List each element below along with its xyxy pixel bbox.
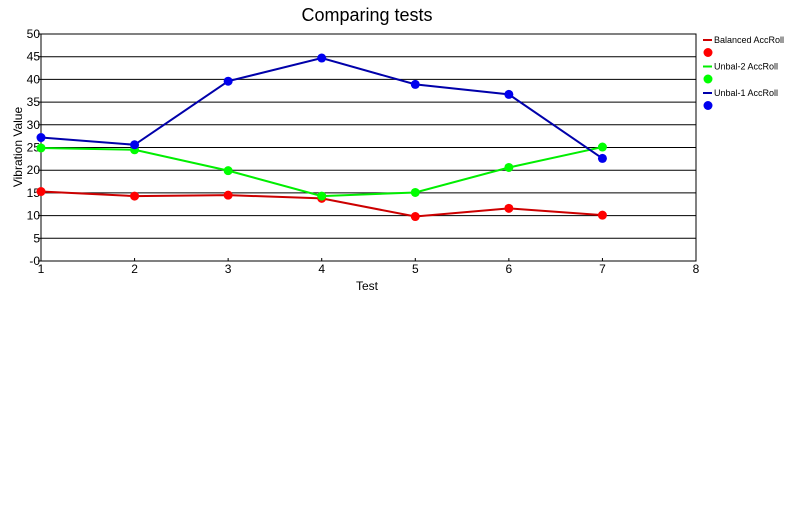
data-point [410,187,420,197]
x-tick-label: 2 [131,262,138,276]
y-tick-label: 5 [33,231,40,245]
data-point [410,79,420,89]
y-tick-label: 50 [27,27,41,41]
legend-label: Balanced AccRoll [714,35,784,45]
legend-marker-swatch [703,74,713,84]
data-point [410,212,420,222]
y-tick-label: 45 [27,50,41,64]
legend-label: Unbal-2 AccRoll [714,62,778,72]
data-point [317,191,327,201]
x-tick-label: 1 [38,262,45,276]
data-point [597,142,607,152]
legend: Balanced AccRoll Unbal-2 AccRoll Unbal-1 A… [703,35,784,110]
y-tick-label: 35 [27,95,41,109]
y-tick-label: 40 [27,72,41,86]
y-tick-label: 10 [27,209,41,223]
legend-label: Unbal-1 AccRoll [714,88,778,98]
y-tick-label: -0 [29,254,40,268]
series-2 [36,142,607,201]
y-tick-label: 15 [27,186,41,200]
data-point [223,166,233,176]
x-tick-label: 6 [506,262,513,276]
x-tick-label: 4 [318,262,325,276]
legend-item: Unbal-1 AccRoll [703,88,778,110]
y-axis-ticks: -0 5 10 15 20 25 30 35 40 45 50 [27,27,41,268]
y-tick-label: 20 [27,163,41,177]
y-axis-label: Vibration Value [11,107,25,188]
x-tick-label: 3 [225,262,232,276]
x-axis-label: Test [356,279,379,293]
series-group [36,53,607,222]
data-point [504,162,514,172]
data-point [317,53,327,63]
x-tick-label: 7 [599,262,606,276]
x-tick-label: 5 [412,262,419,276]
legend-marker-swatch [703,48,713,57]
data-point [36,133,46,143]
data-point [597,210,607,220]
x-tick-label: 8 [693,262,700,276]
legend-item: Unbal-2 AccRoll [703,62,778,84]
y-tick-label: 25 [27,141,41,155]
data-point [504,203,514,213]
legend-marker-swatch [703,101,713,110]
data-point [36,143,46,153]
data-point [223,190,233,200]
data-point [504,89,514,99]
data-point [36,187,46,197]
grid-lines [41,56,696,239]
series-3 [36,53,607,163]
data-point [597,153,607,163]
x-axis-ticks: 1 2 3 4 5 6 7 8 [38,258,700,276]
data-point [223,76,233,86]
y-tick-label: 30 [27,118,41,132]
legend-item: Balanced AccRoll [703,35,784,57]
data-point [130,191,140,201]
chart-title: Comparing tests [301,5,432,25]
data-point [130,140,140,150]
